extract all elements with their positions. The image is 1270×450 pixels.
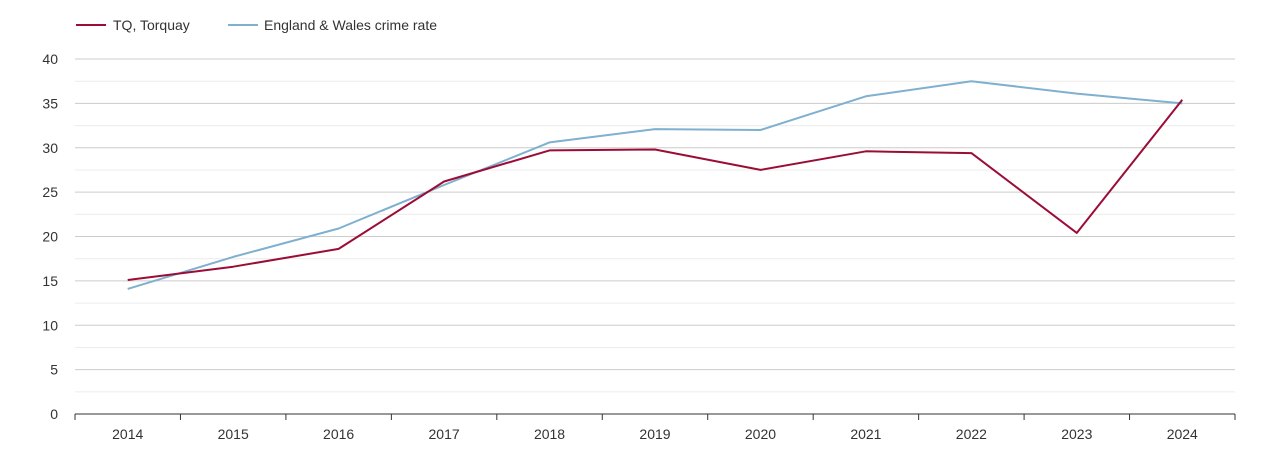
x-tick-label: 2019	[639, 426, 670, 442]
series-line-torquay[interactable]	[127, 99, 1184, 281]
y-tick-label: 0	[50, 406, 58, 422]
series-line-england-wales[interactable]	[127, 80, 1183, 290]
legend-item-england-wales[interactable]: England & Wales crime rate	[228, 17, 437, 33]
legend: TQ, Torquay England & Wales crime rate	[76, 17, 437, 33]
y-tick-label: 40	[42, 51, 58, 67]
x-tick-label: 2022	[956, 426, 987, 442]
y-axis: 0 5 10 15 20 25 30 35 40	[42, 51, 58, 422]
x-tick-label: 2018	[534, 426, 565, 442]
y-tick-label: 20	[42, 229, 58, 245]
x-tick-label: 2023	[1061, 426, 1092, 442]
y-tick-label: 15	[42, 273, 58, 289]
y-tick-label: 25	[42, 184, 58, 200]
x-tick-label: 2021	[850, 426, 881, 442]
x-tick-label: 2017	[429, 426, 460, 442]
legend-label-england-wales: England & Wales crime rate	[264, 17, 437, 33]
grid	[75, 58, 1235, 393]
legend-item-torquay[interactable]: TQ, Torquay	[76, 17, 190, 33]
legend-label-torquay: TQ, Torquay	[113, 17, 190, 33]
x-tick-label: 2016	[323, 426, 354, 442]
x-tick-label: 2014	[112, 426, 143, 442]
x-axis: 2014 2015 2016 2017 2018 2019 2020 2021 2022 2023…	[74, 413, 1236, 442]
y-tick-label: 10	[42, 317, 58, 333]
series-group	[127, 80, 1184, 290]
y-tick-label: 30	[42, 140, 58, 156]
x-tick-label: 2015	[218, 426, 249, 442]
y-tick-label: 5	[50, 362, 58, 378]
x-tick-label: 2020	[745, 426, 776, 442]
x-tick-label: 2024	[1167, 426, 1198, 442]
y-tick-label: 35	[42, 95, 58, 111]
